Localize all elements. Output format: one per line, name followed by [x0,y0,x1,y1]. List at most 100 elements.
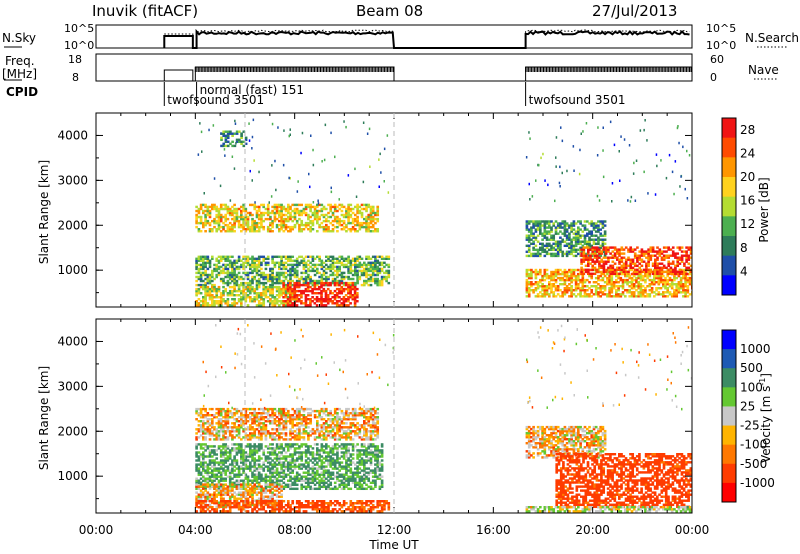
heatmap-cell [619,179,621,182]
heatmap-cell [240,300,243,303]
heatmap-cell [302,267,306,271]
heatmap-cell [206,275,210,279]
heatmap-cell [208,434,212,437]
heatmap-cell [215,230,219,233]
heatmap-cell [228,430,232,433]
heatmap-cell [572,274,576,278]
heatmap-cell [380,263,384,267]
heatmap-cell [280,228,283,231]
heatmap-cell [356,277,359,281]
heatmap-cell [647,262,650,265]
heatmap-cell [606,272,609,276]
heatmap-cell [316,255,319,259]
heatmap-cell [363,426,366,429]
heatmap-cell [583,240,587,243]
heatmap-cell [627,250,630,253]
heatmap-cell [657,291,661,294]
heatmap-cell [300,283,303,287]
heatmap-cell [242,209,245,213]
heatmap-cell [369,205,373,209]
heatmap-cell [683,272,686,276]
heatmap-cell [559,278,562,282]
heatmap-cell [242,436,245,439]
heatmap-cell [590,224,594,227]
heatmap-cell [336,273,339,277]
heatmap-cell [293,211,297,215]
heatmap-cell [637,276,641,280]
heatmap-cell [626,274,629,278]
heatmap-cell [271,292,274,295]
heatmap-cell [577,276,580,280]
heatmap-cell [219,269,223,273]
heatmap-cell [286,302,290,305]
heatmap-cell [333,436,337,439]
heatmap-cell [336,422,339,425]
heatmap-cell [602,175,605,179]
heatmap-cell [269,407,272,411]
heatmap-cell [552,252,556,256]
heatmap-cell [195,215,198,219]
heatmap-cell [293,209,297,213]
heatmap-cell [244,215,248,219]
heatmap-cell [679,278,683,282]
heatmap-cell [249,203,252,207]
heatmap-cell [291,263,295,267]
heatmap-cell [590,289,594,292]
heatmap-cell [219,225,223,229]
heatmap-cell [255,221,259,225]
heatmap-cell [686,291,690,294]
heatmap-cell [588,281,591,284]
heatmap-cell [271,271,274,275]
heatmap-cell [231,269,234,273]
heatmap-cell [231,271,234,275]
heatmap-cell [271,219,274,223]
heatmap-cell [336,219,339,223]
heatmap-cell [376,281,380,285]
heatmap-cell [313,285,317,289]
heatmap-cell [307,434,310,437]
heatmap-cell [616,268,619,272]
heatmap-cell [315,292,319,295]
heatmap-cell [255,412,259,415]
heatmap-cell [278,418,281,421]
heatmap-cell [322,205,326,209]
heatmap-cell [217,420,221,423]
heatmap-cell [280,257,283,261]
heatmap-cell [371,225,375,229]
heatmap-cell [206,273,210,277]
heatmap-cell [231,422,234,425]
heatmap-cell [340,255,344,259]
heatmap-cell [369,432,373,435]
heatmap-cell [590,220,594,223]
heatmap-cell [284,292,288,295]
heatmap-cell [195,217,198,221]
heatmap-cell [260,436,263,439]
heatmap-cell [249,418,252,421]
heatmap-cell [204,298,207,301]
heatmap-cell [235,265,239,269]
heatmap-cell [662,274,665,278]
heatmap-cell [215,436,219,439]
heatmap-cell [291,283,295,287]
heatmap-cell [320,279,324,283]
heatmap-cell [233,215,236,219]
heatmap-cell [242,205,245,209]
heatmap-cell [649,258,653,261]
heatmap-cell [308,172,310,176]
heatmap-cell [594,234,598,237]
heatmap-cell [374,430,377,433]
heatmap-cell [650,289,654,292]
heatmap-cell [219,215,223,219]
heatmap-cell [574,236,578,239]
heatmap-cell [351,281,355,285]
heatmap-cell [217,265,221,269]
heatmap-cell [304,261,308,265]
heatmap-cell [629,246,633,249]
heatmap-cell [358,209,362,213]
heatmap-cell [649,248,653,251]
heatmap-cell [313,279,317,283]
heatmap-cell [547,183,549,187]
heatmap-cell [653,291,656,294]
heatmap-cell [211,424,214,427]
heatmap-cell [266,275,270,279]
